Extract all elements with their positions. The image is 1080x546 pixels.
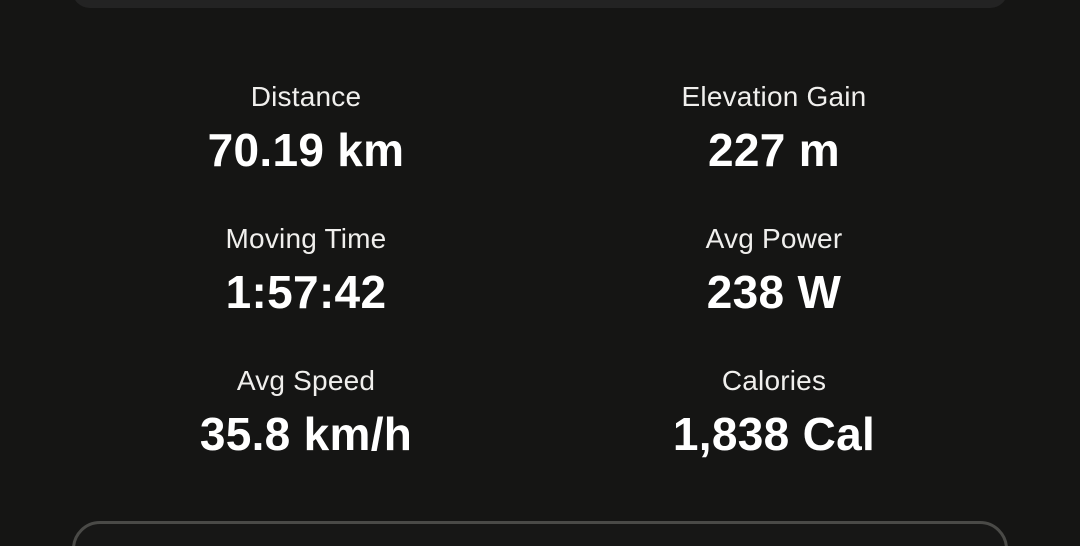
stat-avg-speed: Avg Speed 35.8 km/h <box>72 356 540 498</box>
stat-moving-time: Moving Time 1:57:42 <box>72 214 540 356</box>
stat-distance: Distance 70.19 km <box>72 72 540 214</box>
stat-calories: Calories 1,838 Cal <box>540 356 1008 498</box>
stat-value: 1:57:42 <box>225 266 387 318</box>
stat-value: 1,838 Cal <box>672 408 876 460</box>
stat-label: Elevation Gain <box>681 81 867 112</box>
stats-grid: Distance 70.19 km Elevation Gain 227 m M… <box>72 72 1008 498</box>
stat-elevation-gain: Elevation Gain 227 m <box>540 72 1008 214</box>
stat-value: 35.8 km/h <box>199 408 413 460</box>
stat-value: 70.19 km <box>207 124 405 176</box>
stat-label: Moving Time <box>225 223 387 254</box>
stat-label: Distance <box>250 81 362 112</box>
stat-value: 238 W <box>706 266 842 318</box>
next-section-card[interactable] <box>72 521 1008 546</box>
previous-section-card[interactable] <box>72 0 1008 8</box>
stat-value: 227 m <box>708 124 840 176</box>
stat-label: Avg Power <box>705 223 843 254</box>
stat-label: Calories <box>721 365 827 396</box>
stat-avg-power: Avg Power 238 W <box>540 214 1008 356</box>
stat-label: Avg Speed <box>236 365 376 396</box>
